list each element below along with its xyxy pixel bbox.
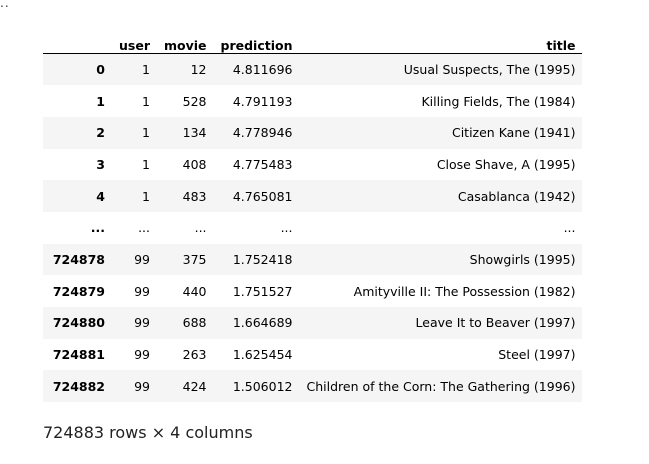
header-movie: movie [156,24,214,54]
cell-user: 1 [142,156,150,172]
cell-title: Killing Fields, The (1984) [421,93,576,109]
cell-movie: 688 [182,315,207,331]
cell-prediction: 1.751527 [232,283,293,299]
table-row: 724879 99 440 1.751527 Amityville II: The Po… [43,275,583,307]
row-index: 724878 [52,251,105,267]
cell-user: ... [138,220,150,236]
table-row: 724882 99 424 1.506012 Children of the Corn:… [43,370,583,403]
row-index: ... [90,220,105,236]
dataframe-shape-caption: 724883 rows × 4 columns [43,423,253,442]
table-row: 724881 99 263 1.625454 Steel (1997) [43,338,583,371]
cell-user: 1 [142,93,150,109]
cell-movie: 440 [182,283,207,299]
cell-movie: 134 [182,125,207,141]
header-prediction: prediction [213,24,300,54]
cell-title: Steel (1997) [498,347,576,363]
table-row: 0 1 12 4.811696 Usual Suspects, The (1995) [43,53,583,86]
dataframe-table: user movie prediction title 0 1 12 4.811696… [43,24,583,403]
cell-title: Casablanca (1942) [457,188,576,204]
cell-movie: 375 [182,251,207,267]
row-index: 4 [96,188,105,204]
cell-movie: 12 [190,62,207,78]
cell-movie: 483 [182,188,207,204]
cell-title: Children of the Corn: The Gathering (199… [306,378,576,394]
cell-prediction: 4.791193 [232,93,293,109]
table-row: 724880 99 688 1.664689 Leave It to Beaver (1… [43,307,583,339]
row-index: 724880 [52,315,105,331]
cell-prediction: 1.506012 [232,378,293,394]
header-row: user movie prediction title [43,24,583,54]
row-index: 2 [96,125,105,141]
cell-prediction: 4.765081 [232,188,293,204]
row-index: 724879 [52,283,105,299]
cell-prediction: 1.625454 [232,347,293,363]
table-row: 2 1 134 4.778946 Citizen Kane (1941) [43,116,583,149]
cell-title: Close Shave, A (1995) [436,156,576,172]
cell-prediction: 1.752418 [232,251,293,267]
table-row: ............... [43,211,583,244]
header-user: user [112,24,157,54]
cell-movie: 408 [182,156,207,172]
cell-title: Usual Suspects, The (1995) [403,62,576,78]
cell-prompt-dots: .. [0,0,10,10]
row-index: 724881 [52,347,105,363]
cell-user: 1 [142,125,150,141]
cell-user: 1 [142,188,150,204]
cell-prediction: 1.664689 [232,315,293,331]
header-index [43,24,112,54]
row-index: 0 [96,62,105,78]
row-index: 3 [96,156,105,172]
table-body: 0 1 12 4.811696 Usual Suspects, The (1995) 1 1… [43,53,583,403]
table-header: user movie prediction title [43,24,583,54]
cell-user: 99 [134,251,150,267]
row-index: 724882 [52,378,105,394]
cell-user: 99 [134,283,150,299]
table-row: 4 1 483 4.765081 Casablanca (1942) [43,180,583,212]
table-row: 1 1 528 4.791193 Killing Fields, The (1984) [43,85,583,117]
cell-prediction: ... [280,220,293,236]
cell-title: ... [563,220,576,236]
cell-prediction: 4.775483 [232,156,293,172]
header-title: title [299,24,583,54]
cell-user: 1 [142,62,150,78]
cell-prediction: 4.811696 [232,62,293,78]
table-row: 724878 99 375 1.752418 Showgirls (1995) [43,243,583,276]
cell-movie: 528 [182,93,207,109]
cell-movie: 424 [182,378,207,394]
cell-title: Showgirls (1995) [469,251,576,267]
cell-user: 99 [134,347,150,363]
cell-movie: 263 [182,347,207,363]
cell-prediction: 4.778946 [232,125,293,141]
cell-title: Amityville II: The Possession (1982) [353,283,576,299]
table-row: 3 1 408 4.775483 Close Shave, A (1995) [43,148,583,181]
cell-title: Citizen Kane (1941) [451,125,576,141]
cell-user: 99 [134,378,150,394]
cell-user: 99 [134,315,150,331]
cell-title: Leave It to Beaver (1997) [415,315,576,331]
row-index: 1 [96,93,105,109]
cell-movie: ... [194,220,207,236]
dataframe-output: user movie prediction title 0 1 12 4.811696… [43,24,583,403]
